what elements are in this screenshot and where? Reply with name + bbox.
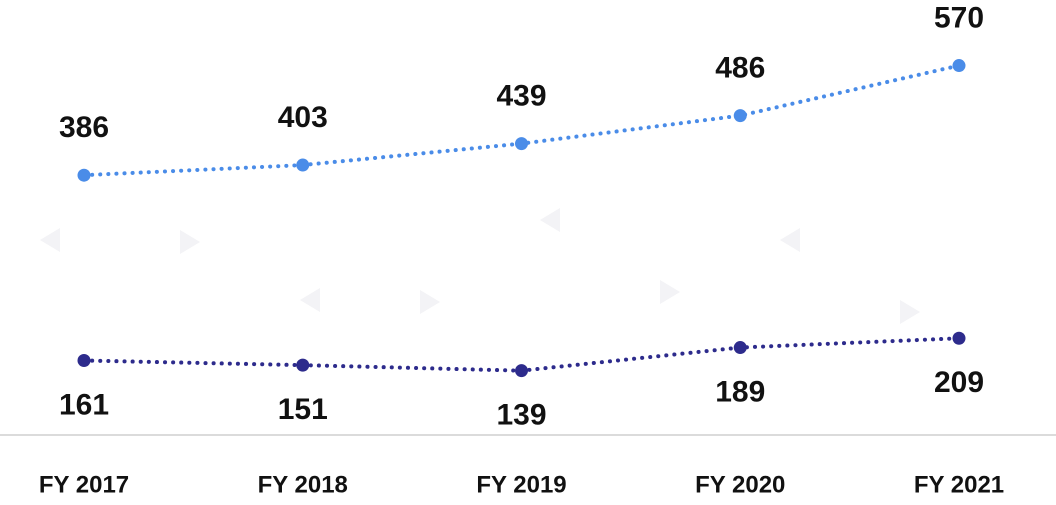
point: [733, 341, 747, 355]
data-label: 403: [278, 101, 328, 134]
data-label: 570: [934, 1, 984, 34]
point: [952, 331, 966, 345]
point: [77, 168, 91, 182]
x-tick-label: FY 2020: [695, 471, 785, 498]
point: [515, 137, 528, 151]
point: [296, 158, 310, 172]
data-label: 209: [934, 366, 984, 399]
x-tick-label: FY 2018: [258, 471, 348, 498]
point: [515, 364, 528, 378]
data-label: 386: [59, 111, 109, 144]
data-label: 139: [496, 399, 546, 432]
data-label: 189: [715, 375, 765, 408]
data-label: 151: [278, 393, 328, 426]
x-tick-label: FY 2017: [39, 471, 129, 498]
point: [296, 358, 310, 372]
point: [733, 109, 747, 123]
point: [77, 353, 91, 367]
x-tick-label: FY 2019: [476, 471, 566, 498]
data-label: 161: [59, 388, 109, 421]
background-pattern: [40, 208, 920, 324]
data-label: 439: [496, 80, 546, 113]
point: [952, 59, 966, 73]
x-tick-label: FY 2021: [914, 471, 1004, 498]
data-label: 486: [715, 52, 765, 85]
